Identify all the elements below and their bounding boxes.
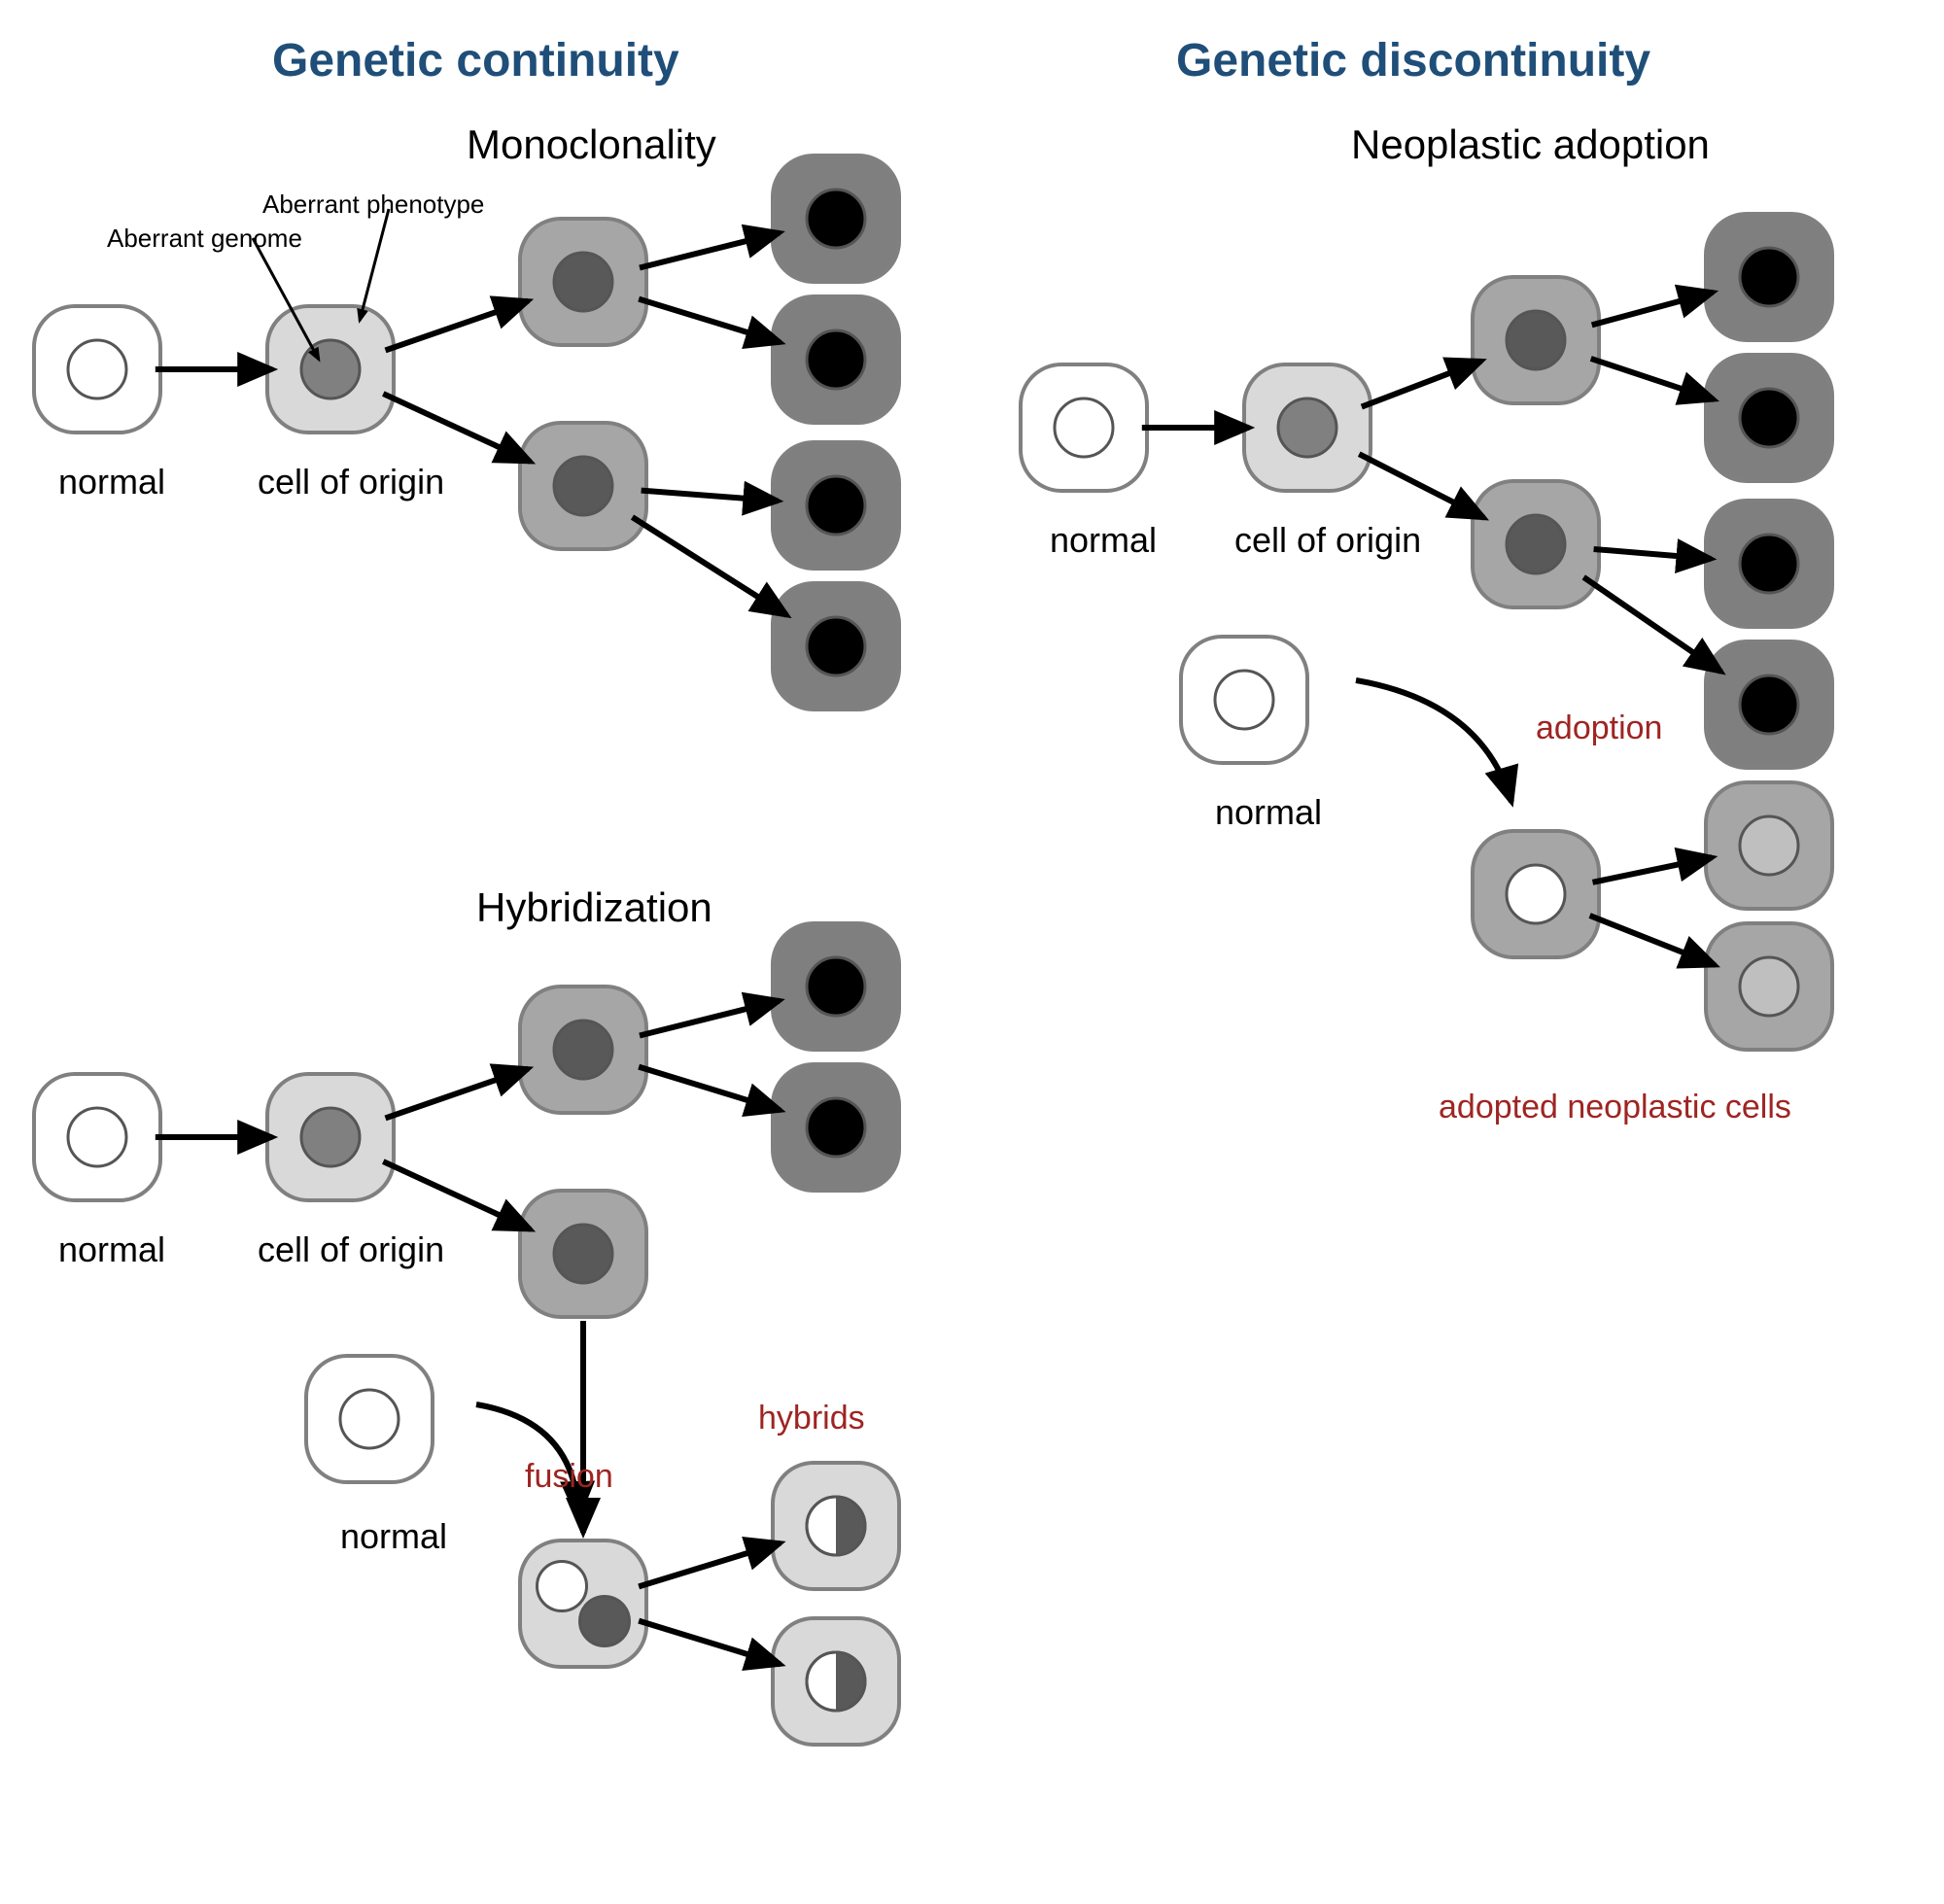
arrow: [1359, 454, 1483, 518]
cell-h-origin: [267, 1074, 394, 1200]
cell-m-g3b: [773, 296, 899, 423]
cell-a-g3d: [1706, 641, 1832, 768]
cell-h-fused: [520, 1541, 646, 1667]
callout-arrow: [360, 209, 389, 321]
arrow: [1356, 680, 1511, 802]
cell-h-g2b: [520, 1191, 646, 1317]
cell-h-g3a: [773, 923, 899, 1050]
cell-h-hyb2: [773, 1618, 899, 1745]
label-aberrant_phenotype: Aberrant phenotype: [262, 190, 484, 220]
arrow: [1591, 359, 1715, 399]
arrow: [640, 233, 780, 268]
cell-m-g3d: [773, 583, 899, 710]
cell-a-ad1: [1706, 782, 1832, 909]
cell-a-g3a: [1706, 214, 1832, 340]
arrow: [1583, 577, 1720, 672]
label-normal: normal: [58, 462, 165, 502]
cell-h-hyb1: [773, 1463, 899, 1589]
subtitle-hybridization: Hybridization: [476, 884, 712, 931]
label-normal: normal: [340, 1516, 447, 1557]
title-genetic-continuity: Genetic continuity: [272, 34, 679, 87]
cell-m-g2b: [520, 423, 646, 549]
arrow: [1590, 916, 1716, 965]
cell-a-g2a: [1473, 277, 1599, 403]
label-adoption: adoption: [1536, 710, 1662, 747]
cell-h-normal2: [306, 1356, 433, 1482]
label-normal: normal: [1215, 792, 1322, 833]
cell-h-g2a: [520, 987, 646, 1113]
arrow: [386, 301, 529, 351]
cell-a-g2b: [1473, 481, 1599, 607]
cell-h-normal: [34, 1074, 160, 1200]
label-hybrids: hybrids: [758, 1400, 865, 1437]
arrow: [639, 1543, 781, 1587]
cell-m-origin: [267, 306, 394, 433]
label-cell_of_origin: cell of origin: [1234, 520, 1421, 561]
arrow: [1362, 361, 1481, 406]
arrow: [632, 517, 786, 615]
cell-m-g3a: [773, 156, 899, 282]
arrow: [639, 299, 781, 343]
cell-m-g3c: [773, 442, 899, 569]
cell-h-g3b: [773, 1064, 899, 1191]
label-normal: normal: [1050, 520, 1157, 561]
cell-a-origin: [1244, 364, 1371, 491]
cell-a-normal2: [1181, 637, 1307, 763]
label-aberrant_genome: Aberrant genome: [107, 224, 302, 254]
cell-a-adopted: [1473, 831, 1599, 957]
arrow: [642, 491, 779, 502]
cell-a-ad2: [1706, 923, 1832, 1050]
cell-a-g3b: [1706, 355, 1832, 481]
subtitle-monoclonality: Monoclonality: [467, 121, 716, 168]
label-fusion: fusion: [525, 1458, 613, 1496]
arrow: [639, 1621, 781, 1665]
label-normal: normal: [58, 1229, 165, 1270]
label-cell_of_origin: cell of origin: [258, 1229, 444, 1270]
arrow: [1594, 549, 1712, 559]
callout-arrow: [253, 238, 319, 360]
cell-m-g2a: [520, 219, 646, 345]
arrow: [640, 1001, 780, 1036]
arrow: [1592, 293, 1714, 326]
arrow: [639, 1067, 781, 1111]
title-genetic-discontinuity: Genetic discontinuity: [1176, 34, 1650, 87]
arrow: [1593, 857, 1713, 883]
arrow: [383, 1161, 530, 1229]
arrow: [386, 1069, 529, 1119]
cell-a-g3c: [1706, 501, 1832, 627]
arrow: [383, 394, 530, 462]
cell-a-normal: [1021, 364, 1147, 491]
cell-m-normal: [34, 306, 160, 433]
label-cell_of_origin: cell of origin: [258, 462, 444, 502]
subtitle-adoption: Neoplastic adoption: [1351, 121, 1710, 168]
label-adopted_cells: adopted neoplastic cells: [1439, 1089, 1791, 1126]
diagram-canvas: [0, 0, 1944, 1904]
